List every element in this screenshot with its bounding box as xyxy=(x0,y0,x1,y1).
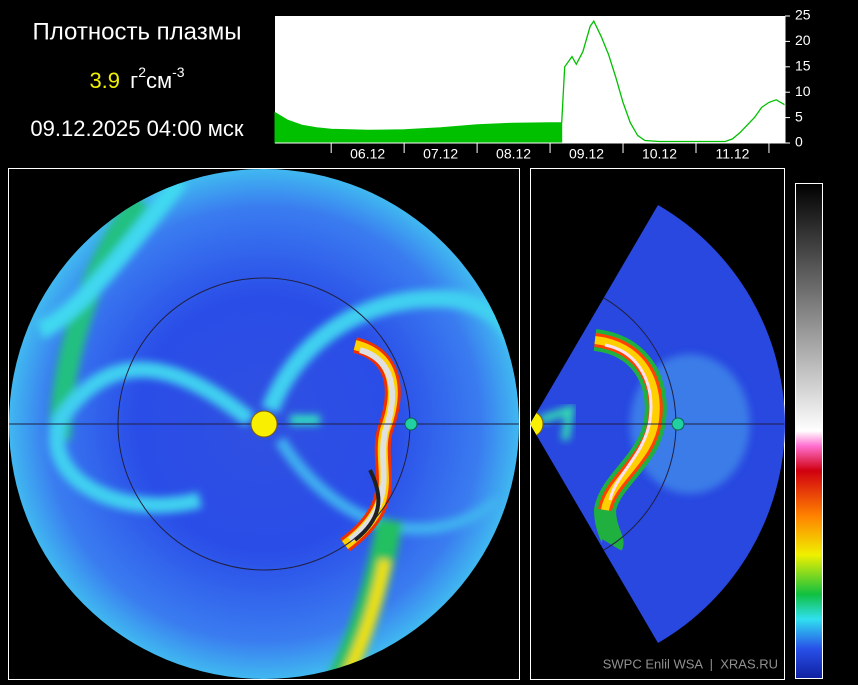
timestamp: 09.12.2025 04:00 мск xyxy=(30,116,244,141)
colorbar-scale xyxy=(795,183,823,679)
unit: г xyxy=(130,68,138,93)
title: Плотность плазмы xyxy=(33,18,242,45)
density-value: 3.9 xyxy=(89,68,120,93)
sun xyxy=(530,410,544,438)
area xyxy=(274,111,563,144)
unit-exp: -3 xyxy=(172,64,185,80)
y-tick-label: 20 xyxy=(795,32,811,48)
y-tick-label: 0 xyxy=(795,134,803,150)
line xyxy=(561,19,786,143)
y-tick-label: 10 xyxy=(795,83,811,99)
meridional-panel: SWPC Enlil WSA | XRAS.RU xyxy=(530,168,785,680)
plot-area xyxy=(275,16,785,143)
x-tick-label: 10.12 xyxy=(642,146,677,162)
x-tick-label: 07.12 xyxy=(423,146,458,162)
cme-front xyxy=(340,337,401,552)
sun xyxy=(250,410,278,438)
unit: см xyxy=(146,68,172,93)
x-tick-label: 11.12 xyxy=(715,146,749,162)
x-tick-label: 06.12 xyxy=(350,146,385,162)
y-tick-label: 5 xyxy=(795,108,803,124)
header: Плотность плазмы 3.9 г2см-3 09.12.2025 0… xyxy=(30,18,244,140)
time-series: 0 5 10 15 20 25 06.12 07.12 08.12 09.12 10.12 11.12 xyxy=(274,7,811,162)
unit-exp: 2 xyxy=(138,64,146,80)
earth xyxy=(671,417,685,431)
x-tick-label: 09.12 xyxy=(569,146,604,162)
density-reading: 3.9 г2см-3 xyxy=(89,64,184,93)
credit: SWPC Enlil WSA | XRAS.RU xyxy=(603,656,778,671)
colorbar xyxy=(795,183,823,679)
ecliptic-panel xyxy=(8,168,520,680)
y-tick-label: 15 xyxy=(795,58,811,74)
y-tick-label: 25 xyxy=(795,7,811,23)
x-tick-label: 08.12 xyxy=(496,146,531,162)
earth xyxy=(404,417,418,431)
